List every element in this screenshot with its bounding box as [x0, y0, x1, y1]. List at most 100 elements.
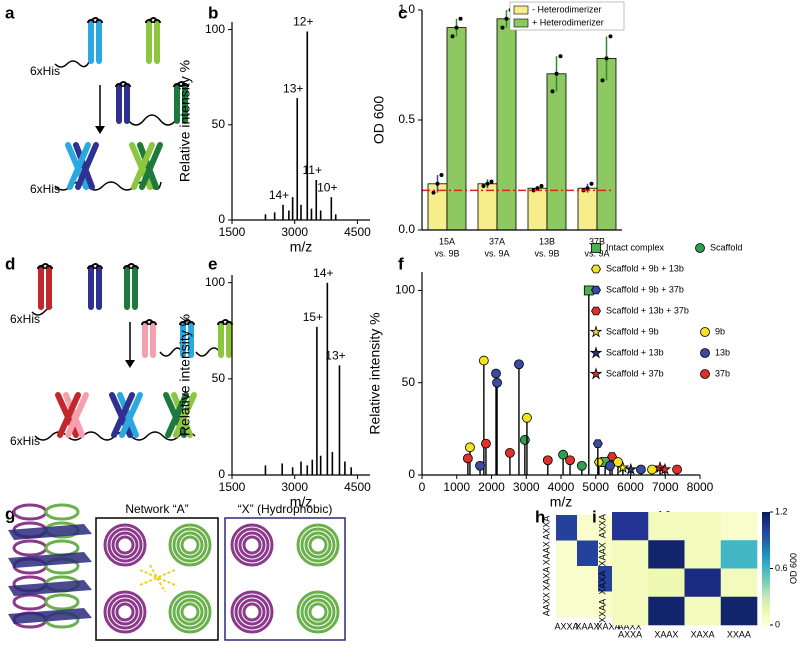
y-tick-label: 0	[218, 467, 225, 481]
legend-label: Scaffold	[710, 242, 742, 252]
heat-cell	[720, 568, 758, 598]
column-label: XAAX	[654, 629, 678, 639]
loop	[126, 263, 136, 268]
y-tick-label: 50	[212, 371, 226, 385]
x-tick-label: 1500	[219, 480, 246, 494]
column-label: AXXA	[554, 621, 578, 631]
panel-letter: b	[208, 3, 218, 22]
helix	[124, 266, 130, 310]
loop	[144, 319, 154, 324]
peak-label: 10+	[317, 180, 337, 194]
legend-label: Scaffold + 9b + 37b	[606, 284, 684, 294]
marker	[672, 464, 682, 475]
helix-coil	[44, 503, 80, 521]
x-tick-label: vs. 9A	[584, 248, 609, 258]
heat-cell	[577, 540, 599, 567]
y-axis-label: Relative intensity %	[367, 312, 383, 434]
heat-cell	[556, 515, 578, 541]
heat-cell	[577, 566, 599, 592]
heat-cell	[684, 568, 722, 598]
panel-letter: a	[5, 3, 15, 22]
loop	[148, 17, 158, 22]
h-bond	[139, 564, 176, 593]
marker	[591, 306, 601, 316]
x-tick-label: 8000	[687, 480, 714, 494]
y-tick-label: 0	[408, 467, 415, 481]
x-tick-label: 0	[419, 480, 426, 494]
marker	[593, 457, 604, 467]
column-label: XAAX	[575, 621, 599, 631]
column-label: AXXA	[618, 629, 642, 639]
marker	[591, 285, 601, 295]
heat-cell	[556, 540, 578, 567]
data-point	[539, 184, 544, 188]
peak-label: 14+	[313, 266, 333, 280]
heat-cell	[648, 512, 685, 541]
legend-label: Scaffold + 9b	[606, 326, 659, 336]
heat-cell	[577, 591, 599, 618]
row-label: AAXX	[541, 592, 551, 616]
data-point	[431, 190, 436, 195]
data-point	[589, 181, 594, 186]
x-tick-label: 4500	[344, 225, 371, 239]
data-point	[531, 188, 536, 193]
peak-label: 11+	[303, 163, 322, 177]
marker	[514, 359, 524, 370]
linker	[127, 114, 177, 126]
data-point	[504, 16, 509, 21]
data-point	[608, 34, 613, 39]
peak-label: 15+	[303, 310, 323, 324]
helix	[116, 84, 122, 124]
helix-coil	[12, 503, 48, 521]
helix	[173, 392, 197, 438]
box-title: Network “A”	[125, 502, 188, 516]
data-point	[435, 181, 440, 186]
helix	[139, 142, 163, 190]
y-axis-label: OD 600	[371, 96, 387, 144]
helix-coil	[107, 527, 143, 563]
peak-label: 12+	[293, 15, 313, 29]
y-tick-label: 50	[402, 375, 416, 389]
x-tick-label: 37A	[489, 236, 505, 246]
x-tick-label: 4000	[548, 480, 575, 494]
helix	[46, 266, 52, 310]
helix-coil	[115, 602, 135, 622]
bar	[546, 73, 567, 231]
x-tick-label: vs. 9B	[434, 248, 459, 258]
heat-cell	[684, 512, 722, 541]
his-tag-label: 6xHis	[30, 182, 60, 196]
x-tick-label: 1500	[219, 225, 246, 239]
heat-cell	[720, 540, 758, 569]
marker	[475, 460, 485, 471]
heat-cell	[648, 596, 685, 626]
y-tick-label: 100	[205, 275, 225, 289]
marker	[589, 325, 603, 338]
panel-letter: i	[592, 507, 597, 526]
helix-coil	[238, 598, 266, 626]
data-point	[554, 71, 559, 76]
x-tick-label: 13B	[539, 236, 555, 246]
plane	[8, 524, 92, 540]
bar	[527, 187, 548, 231]
row-label: XAXA	[541, 567, 551, 591]
heat-cell	[612, 596, 649, 626]
data-point	[481, 184, 486, 188]
helix	[88, 266, 94, 310]
helix-coil	[12, 593, 48, 611]
marker	[589, 346, 603, 359]
legend-label: - Heterodimerizer	[532, 4, 602, 14]
loop	[40, 263, 50, 268]
data-point	[458, 16, 463, 21]
heat-cell	[648, 540, 685, 569]
row-label: XAXA	[597, 571, 607, 595]
x-tick-label: vs. 9B	[534, 248, 559, 258]
marker	[558, 449, 568, 460]
heat-cell	[720, 512, 758, 541]
data-point	[604, 56, 609, 61]
data-point	[439, 173, 444, 177]
row-label: XXAA	[597, 599, 607, 623]
peak-label: 14+	[269, 188, 289, 202]
helix-coil	[172, 594, 208, 630]
marker	[700, 348, 710, 358]
legend-label: + Heterodimerizer	[532, 17, 604, 27]
